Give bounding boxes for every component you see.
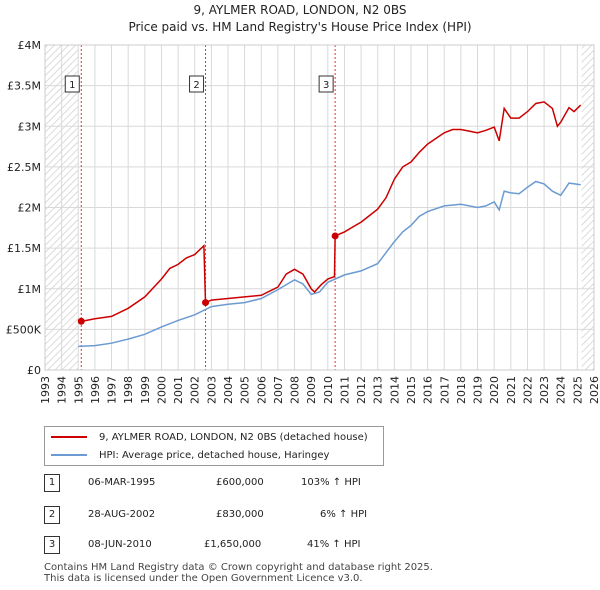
- y-tick-label: £0: [27, 364, 41, 377]
- legend-item-hpi: HPI: Average price, detached house, Hari…: [51, 447, 329, 463]
- annotation-box: [64, 75, 80, 93]
- y-tick-label: £3M: [18, 120, 42, 133]
- annotation-box: [189, 75, 205, 93]
- price-chart: 9, AYLMER ROAD, LONDON, N2 0BS Price pai…: [6, 3, 600, 404]
- x-tick-label: 2017: [438, 376, 451, 404]
- x-tick-label: 1997: [106, 376, 119, 404]
- x-tick-label: 1993: [39, 376, 52, 404]
- x-tick-label: 2007: [272, 376, 285, 404]
- footer-line-1: Contains HM Land Registry data © Crown c…: [44, 562, 433, 573]
- x-tick-label: 1996: [89, 376, 102, 404]
- transaction-hpi: 41% ↑ HPI: [307, 539, 361, 550]
- x-tick-label: 2016: [422, 376, 435, 404]
- x-tick-label: 2008: [289, 376, 302, 404]
- transaction-date: 06-MAR-1995: [88, 477, 156, 488]
- hpi-line: [78, 180, 581, 348]
- legend-item-property: 9, AYLMER ROAD, LONDON, N2 0BS (detached…: [51, 429, 368, 445]
- x-tick-label: 2005: [239, 376, 252, 404]
- transaction-marker: 3: [44, 536, 60, 554]
- y-tick-label: £3.5M: [7, 80, 41, 93]
- x-tick-label: 2012: [355, 376, 368, 404]
- x-tick-label: 2014: [388, 376, 401, 404]
- legend-label-hpi: HPI: Average price, detached house, Hari…: [99, 449, 330, 461]
- legend-line-hpi: [51, 454, 87, 456]
- table-row: 2 28-AUG-2002 £830,000 6% ↑ HPI: [44, 506, 444, 526]
- transaction-date: 08-JUN-2010: [88, 539, 152, 550]
- x-tick-label: 2010: [322, 376, 335, 404]
- y-tick-label: £1.5M: [7, 242, 41, 255]
- x-tick-label: 2006: [255, 376, 268, 404]
- x-tick-label: 2021: [505, 376, 518, 404]
- x-tick-label: 2023: [538, 376, 551, 404]
- x-tick-label: 2015: [405, 376, 418, 404]
- x-tick-label: 2003: [205, 376, 218, 404]
- chart-subtitle: Price paid vs. HM Land Registry's House …: [128, 20, 471, 34]
- transaction-date: 28-AUG-2002: [88, 509, 156, 520]
- table-row: 3 08-JUN-2010 £1,650,000 41% ↑ HPI: [44, 536, 444, 556]
- chart-legend: 9, AYLMER ROAD, LONDON, N2 0BS (detached…: [44, 426, 384, 466]
- x-tick-label: 2009: [305, 376, 318, 404]
- transaction-price: £830,000: [216, 509, 264, 520]
- x-tick-label: 2018: [455, 376, 468, 404]
- y-tick-label: £2.5M: [7, 161, 41, 174]
- transaction-hpi: 103% ↑ HPI: [301, 477, 361, 488]
- x-tick-label: 2025: [571, 376, 584, 404]
- transaction-hpi: 6% ↑ HPI: [320, 509, 368, 520]
- transaction-point: [331, 232, 339, 240]
- plot-border: [44, 44, 595, 371]
- x-tick-label: 2024: [555, 376, 568, 404]
- y-tick-label: £1M: [18, 283, 42, 296]
- x-tick-label: 2000: [155, 376, 168, 404]
- x-tick-label: 2026: [588, 376, 600, 404]
- annotation-label: 3: [323, 80, 329, 91]
- annotation-label: 1: [69, 80, 75, 91]
- transaction-price: £600,000: [216, 477, 264, 488]
- x-tick-label: 2004: [222, 376, 235, 404]
- property-price-line: [81, 101, 582, 323]
- footer-notice: Contains HM Land Registry data © Crown c…: [44, 562, 433, 584]
- x-tick-label: 2019: [472, 376, 485, 404]
- legend-label-property: 9, AYLMER ROAD, LONDON, N2 0BS (detached…: [99, 431, 368, 443]
- x-tick-label: 2011: [338, 376, 351, 404]
- y-tick-label: £4M: [18, 39, 42, 52]
- x-tick-label: 2020: [488, 376, 501, 404]
- table-row: 1 06-MAR-1995 £600,000 103% ↑ HPI: [44, 474, 444, 494]
- y-tick-label: £500K: [6, 323, 42, 336]
- transaction-marker: 2: [44, 506, 60, 524]
- y-tick-label: £2M: [18, 202, 42, 215]
- transaction-point: [202, 299, 210, 307]
- transaction-point: [77, 317, 85, 325]
- annotation-box: [318, 75, 334, 93]
- transaction-price: £1,650,000: [204, 539, 262, 550]
- x-tick-label: 2022: [521, 376, 534, 404]
- x-tick-label: 2013: [372, 376, 385, 404]
- footer-line-2: This data is licensed under the Open Gov…: [44, 573, 363, 584]
- transaction-marker: 1: [44, 474, 60, 492]
- annotation-label: 2: [193, 80, 199, 91]
- legend-line-property: [51, 436, 87, 438]
- x-tick-label: 1999: [139, 376, 152, 404]
- x-tick-label: 1995: [72, 376, 85, 404]
- x-tick-label: 2002: [189, 376, 202, 404]
- x-tick-label: 2001: [172, 376, 185, 404]
- chart-title: 9, AYLMER ROAD, LONDON, N2 0BS: [194, 3, 407, 17]
- x-tick-label: 1994: [56, 376, 69, 404]
- x-tick-label: 1998: [122, 376, 135, 404]
